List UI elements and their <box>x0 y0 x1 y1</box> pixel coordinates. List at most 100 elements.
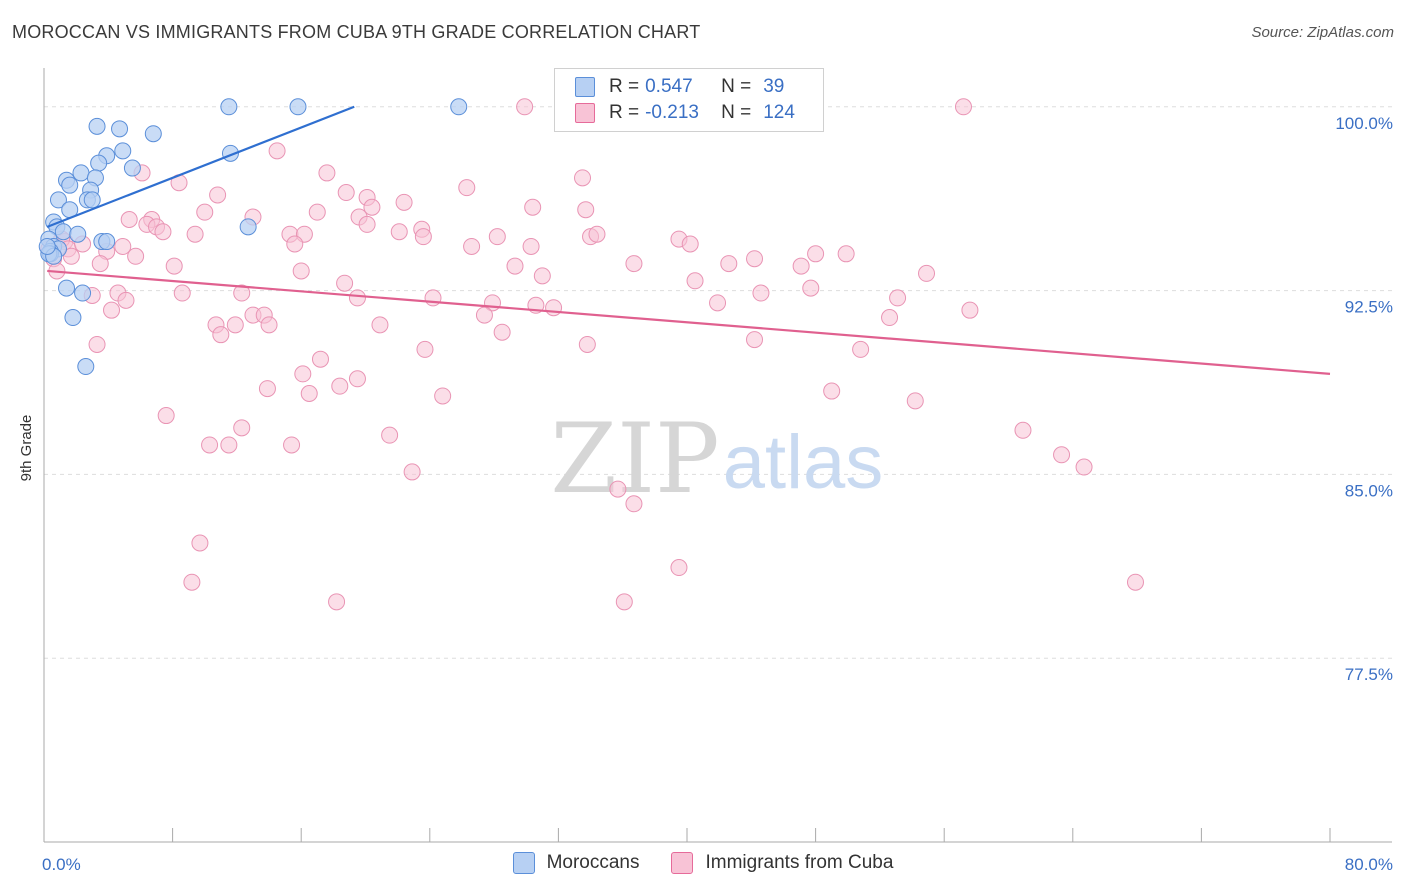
cuba-point <box>268 142 286 160</box>
cuba-point <box>363 198 381 216</box>
cuba-point <box>823 382 841 400</box>
cuba-point <box>752 284 770 302</box>
cuba-point <box>493 323 511 341</box>
x-tick-label: 80.0% <box>1345 855 1393 874</box>
cuba-point <box>681 235 699 253</box>
cuba-point <box>625 255 643 273</box>
legend-swatch-moroccans <box>575 77 595 97</box>
legend-r-value: 0.547 <box>645 76 693 97</box>
cuba-point <box>308 203 326 221</box>
cuba-point <box>233 419 251 437</box>
cuba-point <box>318 164 336 182</box>
cuba-point <box>686 272 704 290</box>
moroccans-point <box>90 154 108 172</box>
cuba-point <box>260 316 278 334</box>
cuba-point <box>577 201 595 219</box>
cuba-point <box>578 335 596 353</box>
cuba-point <box>212 326 230 344</box>
cuba-point <box>154 223 172 241</box>
legend-n-value: 124 <box>763 102 795 123</box>
moroccans-point <box>83 191 101 209</box>
watermark: ZIP atlas <box>550 403 883 515</box>
cuba-point <box>463 237 481 255</box>
cuba-point <box>414 228 432 246</box>
cuba-point <box>670 559 688 577</box>
moroccans-point <box>98 233 116 251</box>
cuba-point <box>328 593 346 611</box>
moroccans-point <box>49 191 67 209</box>
cuba-point <box>588 225 606 243</box>
watermark-atlas: atlas <box>723 420 884 505</box>
cuba-point <box>283 436 301 454</box>
moroccans-point <box>61 176 79 194</box>
cuba-point <box>416 340 434 358</box>
cuba-point <box>173 284 191 302</box>
cuba-point <box>358 215 376 233</box>
legend-r-label: R = <box>609 76 640 97</box>
cuba-point <box>220 436 238 454</box>
source-label: Source: ZipAtlas.com <box>1251 24 1394 41</box>
y-tick-label: 92.5% <box>1345 298 1393 317</box>
moroccans-trend-line <box>46 105 355 228</box>
cuba-trend-line <box>47 269 1331 375</box>
cuba-point <box>120 210 138 228</box>
grid <box>44 106 1392 659</box>
moroccans-point <box>144 125 162 143</box>
cuba-point <box>906 392 924 410</box>
moroccans-point <box>450 98 468 116</box>
cuba-point <box>127 247 145 265</box>
cuba-point <box>336 274 354 292</box>
legend-r-value: -0.213 <box>645 102 699 123</box>
cuba-point <box>574 169 592 187</box>
legend-n-value: 39 <box>763 76 785 97</box>
cuba-point <box>881 309 899 327</box>
cuba-point <box>488 228 506 246</box>
legend-swatch-moroccans <box>512 852 535 874</box>
moroccans-point <box>72 164 90 182</box>
y-axis-label: 9th Grade <box>18 414 35 482</box>
cuba-point <box>458 179 476 197</box>
cuba-point <box>186 225 204 243</box>
y-tick-label: 77.5% <box>1345 665 1393 684</box>
cuba-point <box>837 245 855 263</box>
cuba-point <box>1053 446 1071 464</box>
cuba-point <box>196 203 214 221</box>
y-tick-label: 85.0% <box>1345 481 1393 500</box>
cuba-point <box>954 98 972 116</box>
legend-label-moroccans: Moroccans <box>546 852 640 873</box>
cuba-point <box>918 264 936 282</box>
legend-n-label: N = <box>721 76 752 97</box>
cuba-point <box>114 237 132 255</box>
cuba-point <box>522 237 540 255</box>
cuba-point <box>292 262 310 280</box>
cuba-point <box>852 340 870 358</box>
cuba-point <box>348 289 366 307</box>
cuba-point <box>88 335 106 353</box>
series-moroccans <box>38 98 468 376</box>
cuba-point <box>802 279 820 297</box>
legend-swatch-cuba <box>575 103 595 123</box>
cuba-point <box>103 301 121 319</box>
cuba-point <box>381 426 399 444</box>
legend-row-moroccans: R = 0.547 N = 39 <box>575 75 784 99</box>
cuba-point <box>201 436 219 454</box>
cuba-point <box>165 257 183 275</box>
legend-item-cuba[interactable]: Immigrants from Cuba <box>671 852 893 874</box>
cuba-point <box>117 291 135 309</box>
cuba-point <box>226 316 244 334</box>
moroccans-point <box>289 98 307 116</box>
correlation-legend: R = 0.547 N = 39 R = -0.213 N = 124 <box>554 68 824 132</box>
cuba-point <box>709 294 727 312</box>
cuba-point <box>348 370 366 388</box>
legend-row-cuba: R = -0.213 N = 124 <box>575 101 795 125</box>
moroccans-point <box>239 218 257 236</box>
legend-item-moroccans[interactable]: Moroccans <box>512 852 640 874</box>
cuba-point <box>792 257 810 275</box>
y-axis-label-wrap: 9th Grade <box>18 381 35 482</box>
cuba-point <box>337 184 355 202</box>
cuba-point <box>506 257 524 275</box>
moroccans-point <box>220 98 238 116</box>
moroccans-point <box>111 120 129 138</box>
legend-r-label: R = <box>609 102 640 123</box>
moroccans-point <box>123 159 141 177</box>
